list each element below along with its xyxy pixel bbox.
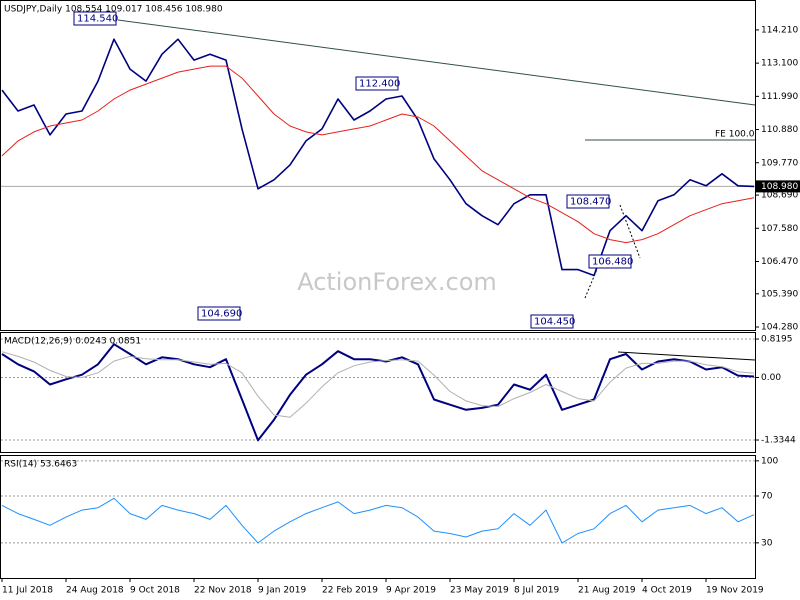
y-tick-label: 113.100 [761, 59, 798, 69]
watermark: ActionForex.com [297, 268, 497, 296]
annotation-box [197, 306, 241, 321]
y-tick-label: -1.3344 [761, 436, 796, 446]
y-tick-label: 114.210 [761, 25, 798, 35]
series-line [1, 65, 755, 244]
x-tick-label: 11 Jul 2018 [2, 586, 53, 596]
y-tick-label: 107.580 [761, 224, 798, 234]
last-price-label: 108.980 [761, 182, 798, 192]
panel-frame [0, 455, 756, 579]
y-tick-label: 106.470 [761, 257, 798, 267]
x-tick-label: 9 Jan 2019 [258, 586, 306, 596]
panel-frame [0, 332, 756, 453]
annotation-box [566, 194, 610, 209]
series-line [1, 343, 755, 442]
panel-title: MACD(12,26,9) 0.0243 0.0851 [4, 337, 141, 347]
y-tick-label: 0.8195 [761, 335, 793, 345]
x-tick-label: 21 Aug 2019 [578, 586, 636, 596]
last-price-box [756, 180, 800, 193]
panel-frame [0, 0, 756, 331]
series-line [1, 497, 755, 544]
y-tick-label: 109.770 [761, 158, 798, 168]
wave-line [619, 204, 641, 259]
annotation-box [530, 314, 574, 329]
y-tick-label: 104.280 [761, 323, 798, 333]
annotation-box [73, 11, 117, 26]
x-tick-label: 9 Apr 2019 [386, 586, 436, 596]
x-tick-label: 22 Feb 2019 [322, 586, 378, 596]
y-tick-label: 100 [761, 456, 778, 466]
y-tick-label: 110.880 [761, 125, 798, 135]
fe-label: FE 100.0 [715, 130, 755, 140]
annotation-label: 108.470 [570, 197, 611, 208]
x-tick-label: 9 Oct 2018 [130, 586, 180, 596]
x-tick-label: 22 Nov 2018 [194, 586, 252, 596]
x-tick-label: 4 Oct 2019 [642, 586, 692, 596]
y-tick-label: 70 [761, 492, 773, 502]
y-tick-label: 30 [761, 538, 773, 548]
annotation-label: 112.400 [359, 79, 400, 90]
panel-title: USDJPY,Daily 108.554 109.017 108.456 108… [4, 5, 223, 15]
x-tick-label: 8 Jul 2019 [514, 586, 559, 596]
annotation-box [588, 254, 632, 269]
annotation-label: 104.690 [201, 309, 242, 320]
annotation-label: 114.540 [77, 14, 118, 25]
y-tick-label: 111.990 [761, 92, 798, 102]
annotation-label: 106.480 [592, 257, 633, 268]
macd-trendline [617, 351, 756, 361]
series-line [1, 38, 755, 277]
series-line [1, 351, 755, 418]
panel-title: RSI(14) 53.6463 [4, 460, 77, 470]
x-tick-label: 24 Aug 2018 [66, 586, 124, 596]
y-tick-label: 108.690 [761, 191, 798, 201]
annotation-box [355, 76, 399, 91]
annotation-label: 104.450 [534, 317, 575, 328]
x-tick-label: 23 May 2019 [450, 586, 509, 596]
y-tick-label: 0.00 [761, 373, 781, 383]
y-tick-label: 105.390 [761, 289, 798, 299]
x-tick-label: 19 Nov 2019 [706, 586, 764, 596]
trendline [117, 19, 756, 106]
